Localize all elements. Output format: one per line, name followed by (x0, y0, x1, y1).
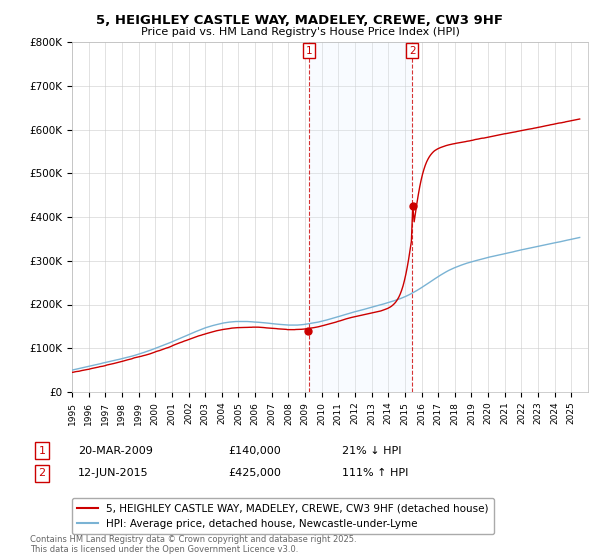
Text: 21% ↓ HPI: 21% ↓ HPI (342, 446, 401, 456)
Text: £140,000: £140,000 (228, 446, 281, 456)
Legend: 5, HEIGHLEY CASTLE WAY, MADELEY, CREWE, CW3 9HF (detached house), HPI: Average p: 5, HEIGHLEY CASTLE WAY, MADELEY, CREWE, … (72, 498, 494, 534)
Text: 5, HEIGHLEY CASTLE WAY, MADELEY, CREWE, CW3 9HF: 5, HEIGHLEY CASTLE WAY, MADELEY, CREWE, … (97, 14, 503, 27)
Text: Contains HM Land Registry data © Crown copyright and database right 2025.
This d: Contains HM Land Registry data © Crown c… (30, 535, 356, 554)
Text: 1: 1 (305, 46, 312, 56)
Text: Price paid vs. HM Land Registry's House Price Index (HPI): Price paid vs. HM Land Registry's House … (140, 27, 460, 37)
Text: 20-MAR-2009: 20-MAR-2009 (78, 446, 153, 456)
Text: 2: 2 (409, 46, 416, 56)
Text: 1: 1 (38, 446, 46, 456)
Bar (308, 42, 412, 392)
Text: 2: 2 (38, 468, 46, 478)
Text: 111% ↑ HPI: 111% ↑ HPI (342, 468, 409, 478)
Text: £425,000: £425,000 (228, 468, 281, 478)
Text: 12-JUN-2015: 12-JUN-2015 (78, 468, 149, 478)
